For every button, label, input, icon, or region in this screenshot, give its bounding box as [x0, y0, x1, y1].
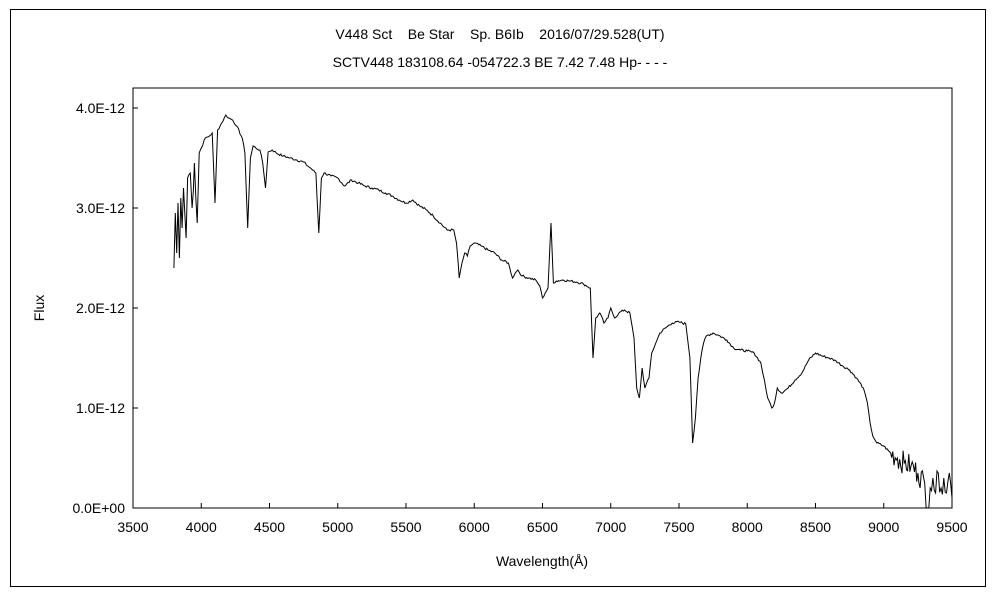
flux-spectrum-line: [173, 114, 953, 509]
x-tick-label: 6000: [459, 519, 490, 535]
x-axis-label: Wavelength(Å): [496, 553, 588, 569]
y-tick-label: 0.0E+00: [72, 500, 125, 516]
chart-frame: [10, 9, 986, 587]
x-tick-label: 5500: [390, 519, 421, 535]
x-tick-label: 7000: [595, 519, 626, 535]
y-axis-label: Flux: [31, 295, 47, 321]
y-tick-label: 3.0E-12: [76, 200, 125, 216]
x-tick-label: 6500: [527, 519, 558, 535]
x-tick-label: 9500: [936, 519, 967, 535]
y-axis: 0.0E+00 1.0E-12 2.0E-12 3.0E-12 4.0E-12: [72, 100, 138, 516]
x-tick-label: 7500: [663, 519, 694, 535]
chart-title: V448 Sct Be Star Sp. B6Ib 2016/07/29.528…: [335, 26, 665, 42]
x-tick-label: 4000: [186, 519, 217, 535]
x-tick-label: 3500: [117, 519, 148, 535]
x-tick-label: 8000: [732, 519, 763, 535]
y-tick-label: 1.0E-12: [76, 400, 125, 416]
x-tick-label: 4500: [254, 519, 285, 535]
x-tick-label: 8500: [800, 519, 831, 535]
y-tick-label: 2.0E-12: [76, 300, 125, 316]
x-axis: 3500 4000 4500 5000 5500 6000 6500 7000 7500 8000…: [117, 503, 968, 535]
x-tick-label: 9000: [868, 519, 899, 535]
chart-subtitle: SCTV448 183108.64 -054722.3 BE 7.42 7.48…: [332, 54, 668, 70]
x-tick-label: 5000: [322, 519, 353, 535]
y-tick-label: 4.0E-12: [76, 100, 125, 116]
